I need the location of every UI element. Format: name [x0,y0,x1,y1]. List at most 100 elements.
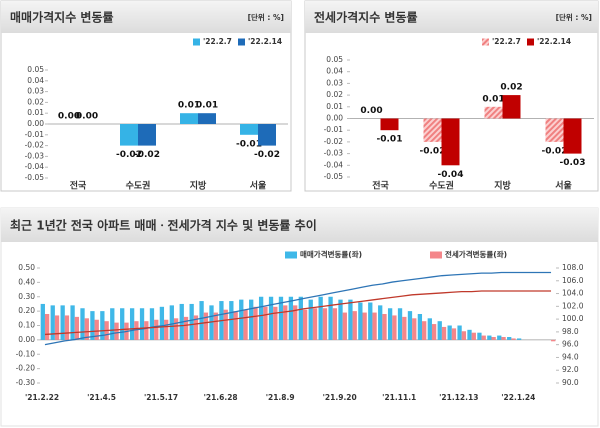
bar [502,95,521,119]
bar [322,308,328,340]
bar [437,321,442,340]
bar [50,305,55,340]
bar [352,311,357,340]
y-tick-label: -0.10 [16,349,36,358]
bar [302,309,308,340]
bar [368,302,373,340]
data-label: 0.01 [178,101,200,111]
x-tick-label: 전국 [70,180,87,192]
bar [551,339,556,342]
bar [318,296,323,340]
unit-label: [단위 : %] [556,12,592,22]
bar [159,306,165,340]
y-tick-label: -0.01 [324,125,344,134]
index-line [44,290,552,336]
y-tick-label: 0.40 [18,277,35,286]
bar [382,314,387,340]
bar [545,118,564,142]
y-tick-label: 0.03 [27,87,44,96]
y-tick-label: -0.30 [16,378,36,387]
bar [239,299,244,340]
y-tick-label: 0.01 [27,108,44,117]
chart-title: 매매가격지수 변동률 [10,10,114,25]
bar [203,312,209,340]
y-tick-label: -0.02 [324,137,344,146]
legend-swatch [482,38,489,46]
bar [253,306,258,340]
legend-label: 매매가격변동률(좌) [300,249,362,259]
bar [288,296,294,340]
y-tick-label: 0.05 [27,65,44,74]
y-tick-label: 0.30 [18,292,35,301]
legend-swatch [430,251,442,259]
y-tick-label: -0.01 [25,130,45,139]
x-tick-label: 수도권 [429,180,454,192]
bar [362,312,367,340]
y2-tick-label: 98.0 [562,327,579,336]
x-tick-label: 지방 [494,180,511,192]
bar [293,305,298,340]
y-tick-label: -0.05 [25,173,45,182]
bar [209,305,214,340]
y2-tick-label: 106.0 [562,276,584,285]
bar [471,332,476,340]
bar [563,118,582,154]
bar [94,319,99,340]
y-tick-label: 0.00 [27,119,44,128]
y-tick-label: 0.50 [18,263,35,272]
bar [134,321,139,340]
bar [40,303,45,340]
bar [348,299,353,340]
bar [412,318,417,340]
y-tick-label: 0.04 [27,76,44,85]
bar [461,331,467,340]
data-label: -0.04 [438,170,464,180]
bar [507,337,512,340]
y2-tick-label: 100.0 [562,314,584,323]
bar [198,113,216,124]
bar [120,308,125,340]
bar [511,338,516,340]
bar [149,308,155,340]
bar [491,337,496,340]
index-line [44,271,552,346]
bar [477,332,482,340]
data-label: 0.01 [196,101,218,111]
bar [358,302,363,340]
bar [258,296,264,340]
x-tick-label: 전국 [372,180,389,192]
bar [263,306,268,340]
y-tick-label: 0.02 [27,97,44,106]
x-tick-label: 서울 [555,180,572,192]
bar [164,319,169,340]
bar [60,305,65,340]
bar [249,299,254,340]
bar [427,318,432,340]
legend-label: '22.2.14 [248,37,282,46]
data-label: -0.01 [377,135,403,145]
data-label: 0.02 [500,83,522,93]
bar [417,314,423,340]
panel-header [1,208,598,242]
y-tick-label: 0.03 [326,78,343,87]
bar [114,322,119,340]
bar [402,316,407,340]
bar [378,305,383,340]
bar [169,305,174,340]
bar [243,309,248,340]
bar [387,308,393,340]
bar [308,299,313,340]
bar [312,308,318,340]
bar [80,308,85,340]
y2-tick-label: 94.0 [562,352,579,361]
bar [54,315,60,340]
bar [332,308,338,340]
x-tick-label: 서울 [250,180,267,192]
bar [90,311,95,340]
bar [380,118,399,131]
bar [431,324,437,340]
x-tick-label: '21.9.20 [323,393,357,402]
bar [447,325,452,340]
y-tick-label: -0.04 [324,160,344,169]
